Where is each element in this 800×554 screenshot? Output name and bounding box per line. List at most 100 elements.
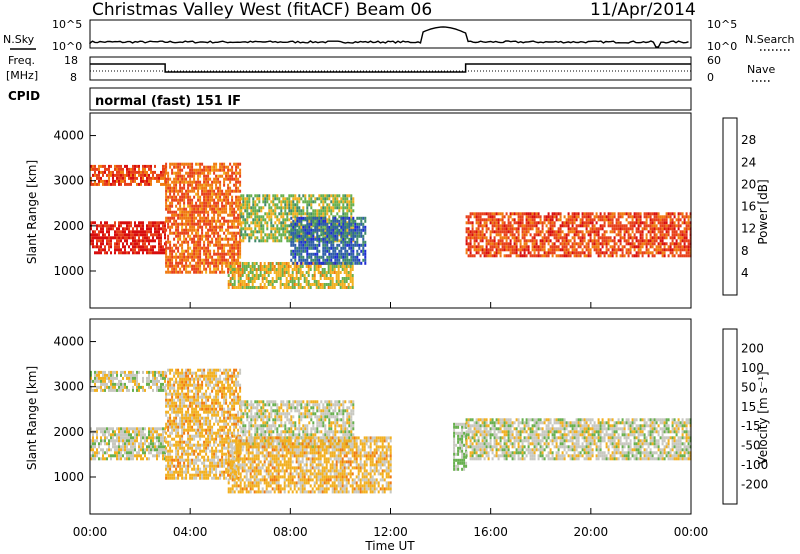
echo-cell — [152, 224, 154, 228]
echo-cell — [158, 448, 160, 452]
echo-cell — [181, 258, 184, 262]
echo-cell — [324, 219, 327, 223]
echo-cell — [245, 268, 248, 271]
echo-cell — [128, 451, 130, 455]
echo-cell — [227, 265, 230, 268]
echo-cell — [260, 224, 263, 228]
echo-cell — [126, 427, 128, 431]
echo-cell — [185, 228, 188, 232]
echo-cell — [199, 261, 202, 265]
echo-cell — [223, 195, 226, 199]
echo-cell — [98, 370, 100, 374]
echo-cell — [150, 430, 152, 434]
echo-cell — [593, 230, 596, 234]
echo-cell — [265, 286, 268, 289]
echo-cell — [203, 189, 206, 193]
echo-cell — [148, 385, 150, 389]
echo-cell — [130, 379, 132, 383]
echo-cell — [112, 454, 114, 458]
echo-cell — [531, 248, 534, 252]
echo-cell — [213, 243, 216, 247]
echo-cell — [687, 215, 690, 219]
echo-cell — [108, 233, 110, 237]
echo-cell — [116, 164, 118, 168]
echo-cell — [683, 215, 686, 219]
echo-cell — [215, 177, 218, 181]
echo-cell — [140, 457, 142, 461]
echo-cell — [215, 192, 218, 196]
echo-cell — [169, 207, 172, 211]
echo-cell — [349, 271, 352, 274]
echo-cell — [227, 177, 230, 181]
echo-cell — [240, 215, 243, 219]
echo-cell — [110, 370, 112, 374]
echo-cell — [164, 251, 166, 255]
echo-cell — [213, 168, 216, 172]
echo-cell — [623, 239, 626, 243]
echo-cell — [102, 388, 104, 392]
echo-cell — [185, 189, 188, 193]
echo-cell — [523, 242, 526, 246]
echo-cell — [575, 242, 578, 246]
echo-cell — [257, 268, 260, 271]
echo-cell — [134, 164, 136, 168]
echo-cell — [279, 280, 282, 283]
echo-cell — [344, 258, 347, 262]
echo-cell — [231, 225, 234, 229]
echo-cell — [215, 237, 218, 241]
echo-cell — [152, 430, 154, 434]
echo-cell — [593, 242, 596, 246]
echo-cell — [108, 370, 110, 374]
echo-cell — [217, 225, 220, 229]
echo-cell — [175, 264, 178, 268]
echo-cell — [599, 248, 602, 252]
echo-cell — [108, 376, 110, 380]
echo-cell — [497, 245, 500, 249]
echo-cell — [499, 248, 502, 252]
echo-cell — [158, 221, 160, 225]
echo-cell — [509, 230, 512, 234]
echo-cell — [110, 164, 112, 168]
echo-cell — [257, 274, 260, 277]
echo-cell — [360, 222, 363, 226]
echo-cell — [144, 230, 146, 234]
echo-cell — [240, 209, 243, 213]
echo-cell — [94, 251, 96, 255]
echo-cell — [165, 473, 168, 477]
echo-cell — [272, 203, 275, 207]
echo-cell — [189, 264, 192, 268]
echo-cell — [329, 274, 332, 277]
echo-cell — [336, 234, 339, 238]
echo-cell — [521, 245, 524, 249]
echo-cell — [207, 180, 210, 184]
echo-cell — [183, 195, 186, 199]
echo-cell — [136, 251, 138, 255]
echo-cell — [241, 265, 244, 268]
echo-cell — [112, 179, 114, 183]
echo-cell — [118, 248, 120, 252]
echo-cell — [219, 237, 222, 241]
echo-cell — [327, 271, 330, 274]
echo-cell — [286, 239, 289, 243]
echo-cell — [211, 270, 214, 274]
echo-cell — [148, 436, 150, 440]
echo-cell — [171, 201, 174, 205]
echo-cell — [106, 242, 108, 246]
echo-cell — [183, 222, 186, 226]
echo-cell — [364, 249, 367, 253]
echo-cell — [653, 239, 656, 243]
echo-cell — [150, 439, 152, 443]
echo-cell — [272, 209, 275, 213]
echo-cell — [177, 201, 180, 205]
echo-cell — [527, 218, 530, 222]
echo-cell — [290, 237, 293, 241]
echo-cell — [197, 210, 200, 214]
echo-cell — [661, 242, 664, 246]
echo-cell — [118, 233, 120, 237]
echo-cell — [294, 218, 297, 222]
echo-cell — [661, 218, 664, 222]
echo-cell — [599, 236, 602, 240]
echo-cell — [364, 231, 367, 235]
echo-cell — [231, 165, 234, 169]
echo-cell — [587, 233, 590, 237]
